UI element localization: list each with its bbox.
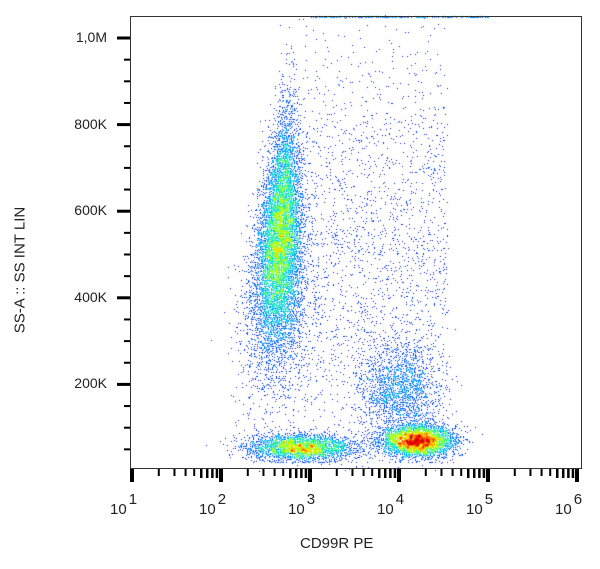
x-tick-label: 103 [288, 491, 315, 518]
x-tick-label: 102 [199, 491, 226, 518]
y-tick-label: 1,0M [75, 29, 107, 45]
tick-exponent: 5 [484, 491, 494, 508]
x-tick-label: 101 [110, 491, 137, 518]
x-tick-label: 104 [377, 491, 404, 518]
tick-exponent: 2 [217, 491, 227, 508]
x-tick-label: 106 [555, 491, 582, 518]
tick-base: 10 [199, 501, 216, 518]
y-tick-label: 400K [74, 288, 107, 305]
tick-base: 10 [377, 501, 394, 518]
y-tick-label: 800K [74, 115, 107, 132]
x-tick-label: 105 [466, 491, 493, 518]
y-tick-label: 600K [74, 202, 107, 219]
plot-frame [130, 16, 582, 469]
tick-exponent: 3 [306, 491, 316, 508]
y-axis-title: SS-A :: SS INT LIN [11, 206, 29, 334]
tick-base: 10 [110, 501, 127, 518]
tick-exponent: 1 [128, 491, 138, 508]
density-dot-plot-area [130, 14, 582, 472]
x-axis-title: CD99R PE [300, 535, 374, 552]
tick-base: 10 [288, 501, 305, 518]
y-tick-label: 200K [74, 375, 107, 392]
tick-exponent: 6 [573, 491, 583, 508]
tick-base: 10 [555, 501, 572, 518]
tick-base: 10 [466, 501, 483, 518]
tick-exponent: 4 [395, 491, 405, 508]
